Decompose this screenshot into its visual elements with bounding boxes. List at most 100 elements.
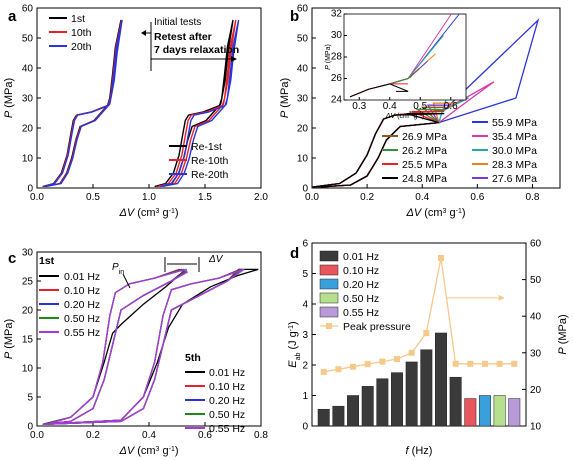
panel-a-arrowhead-right [231, 56, 237, 62]
panel-a-xtick-label: 2.0 [254, 192, 268, 203]
panel-c-legend-label: 0.55 Hz [64, 327, 100, 339]
panel-c-ytick-label: 5 [27, 393, 33, 404]
panel-a-xtick-label: 0.5 [86, 192, 100, 203]
panel-d-ytick-label: 2 [302, 361, 308, 372]
panel-c-ytick-label: 20 [22, 306, 34, 317]
panel-b-inset-ylabel: P (MPa) [325, 44, 332, 70]
panel-c-legend-label: 0.50 Hz [209, 409, 245, 421]
panel-d-ytick-right-label: 10 [530, 422, 542, 433]
panel-d-peak-point [437, 255, 444, 262]
panel-b-legend-label: 30.0 MPa [492, 145, 537, 157]
panel-d-axis-arrowhead [498, 294, 505, 301]
panel-d-ytick-label: 3 [302, 330, 308, 341]
panel-d-ytick-right-label: 60 [530, 239, 542, 250]
panel-b-inset-ytick-label: 26 [331, 73, 343, 84]
panel-b-legend-label: 28.3 MPa [492, 159, 537, 171]
panel-a-ytick-label: 50 [22, 34, 34, 45]
panel-d-bar [493, 395, 506, 427]
panel-d-bar [332, 405, 345, 427]
panel-d-legend-label: 0.01 Hz [343, 251, 379, 263]
panel-b-legend-label: 25.5 MPa [402, 159, 447, 171]
panel-d-legend-label: 0.55 Hz [343, 307, 379, 319]
panel-d-xlabel: f (Hz) [406, 445, 433, 457]
panel-c-legend-label: 0.01 Hz [209, 367, 245, 379]
panel-c-ytick-label: 25 [22, 277, 34, 288]
panel-d-legend-swatch [319, 250, 339, 262]
panel-d-legend-swatch [319, 292, 339, 304]
panel-c-letter: c [8, 250, 16, 267]
panel-b-legend-label: 35.4 MPa [492, 131, 537, 143]
panel-d-peak-point [350, 363, 357, 370]
panel-d-peak-point [320, 368, 327, 375]
panel-b-inset-ytick-label: 24 [331, 95, 343, 106]
panel-d-ytick-right-label: 50 [530, 275, 542, 286]
panel-d-bar [464, 398, 477, 427]
panel-b-series-line [311, 112, 445, 188]
panel-c-series-line [42, 268, 188, 425]
panel-c-annotation: ΔV [208, 254, 224, 265]
panel-a-xlabel: ΔV (cm3 g-1) [118, 207, 178, 219]
panel-a-xtick-label: 0.0 [30, 192, 44, 203]
panel-a-ytick-label: 40 [22, 64, 34, 75]
panel-d-ylabel-right: P (MPa) [557, 314, 569, 354]
panel-d-peak-point [394, 356, 401, 363]
panel-b-legend-label: 26.2 MPa [402, 145, 447, 157]
panel-d-peak-point [496, 360, 503, 367]
panel-d-legend-label: 0.50 Hz [343, 293, 379, 305]
panel-d-bar [405, 361, 418, 427]
panel-c-xtick-label: 0.6 [198, 430, 212, 441]
panel-b-xlabel: ΔV (cm3 g-1) [405, 207, 465, 219]
panel-d-legend-swatch [319, 306, 339, 318]
panel-a-annotation: 7 days relaxation [154, 44, 239, 56]
panel-d-peak-point [467, 360, 474, 367]
panel-d-peak-point [364, 361, 371, 368]
panel-d-ytick-right-label: 40 [530, 312, 542, 323]
panel-c-legend-label: 0.01 Hz [64, 271, 100, 283]
panel-b-inset-xtick-label: 0.4 [383, 101, 397, 112]
panel-c-ytick-label: 15 [22, 335, 34, 346]
panel-b-ytick-label: 10 [297, 154, 309, 165]
panel-c-xtick-label: 0.2 [86, 430, 100, 441]
panel-a-annotation: Initial tests [154, 17, 201, 28]
panel-d-legend-swatch [319, 278, 339, 290]
panel-c-legend-label: 0.10 Hz [209, 381, 245, 393]
panel-c-legend-title: 5th [185, 352, 201, 364]
panel-b-ytick-label: 30 [297, 94, 309, 105]
panel-d-peak-point [335, 366, 342, 373]
panel-a-legend-label: Re-1st [191, 141, 222, 153]
panel-d-ytick-label: 0 [302, 422, 308, 433]
panel-b-xtick-label: 0.8 [525, 192, 539, 203]
panel-b-legend-label: 26.9 MPa [402, 131, 447, 143]
panel-c-legend-label: 0.20 Hz [209, 395, 245, 407]
panel-a-ytick-label: 30 [22, 94, 34, 105]
panel-a-series-line [157, 19, 237, 188]
panel-a-legend-label: Re-10th [191, 155, 229, 167]
panel-d-bar [478, 395, 491, 427]
panel-a-xtick-label: 1.0 [142, 192, 156, 203]
panel-b-legend-label: 24.8 MPa [402, 173, 447, 185]
panel-d-bar [391, 372, 403, 427]
panel-a-ytick-label: 10 [22, 154, 34, 165]
panel-d-ytick-label: 1 [302, 391, 308, 402]
panel-d-legend-swatch [319, 264, 339, 276]
panel-b-ytick-label: 40 [297, 64, 309, 75]
panel-a-series-line [43, 19, 123, 188]
panel-b-ytick-label: 20 [297, 124, 309, 135]
panel-d-legend-label: 0.20 Hz [343, 279, 379, 291]
panel-a-legend-label: 10th [71, 27, 92, 39]
panel-c-legend-title: 1st [39, 255, 55, 267]
panel-b-ylabel: P (MPa) [279, 78, 291, 118]
panel-d-bar [347, 395, 360, 427]
panel-d-bar [435, 332, 447, 427]
panel-b-ytick-label: 60 [297, 4, 309, 15]
panel-c-legend-label: 0.10 Hz [64, 285, 100, 297]
panel-d-ylabel-left: Eab (J g-1) [287, 321, 302, 367]
panel-b-inset-xlabel: ΔV (cm3 g-1) [385, 111, 424, 120]
panel-a-ylabel: P (MPa) [3, 78, 15, 118]
panel-c-ylabel: P (MPa) [3, 319, 15, 359]
panel-a-arrowhead-left [141, 30, 146, 36]
panel-d-bar [361, 386, 374, 427]
panel-b-xtick-label: 0.0 [305, 192, 319, 203]
panel-c-xtick-label: 0.0 [30, 430, 44, 441]
